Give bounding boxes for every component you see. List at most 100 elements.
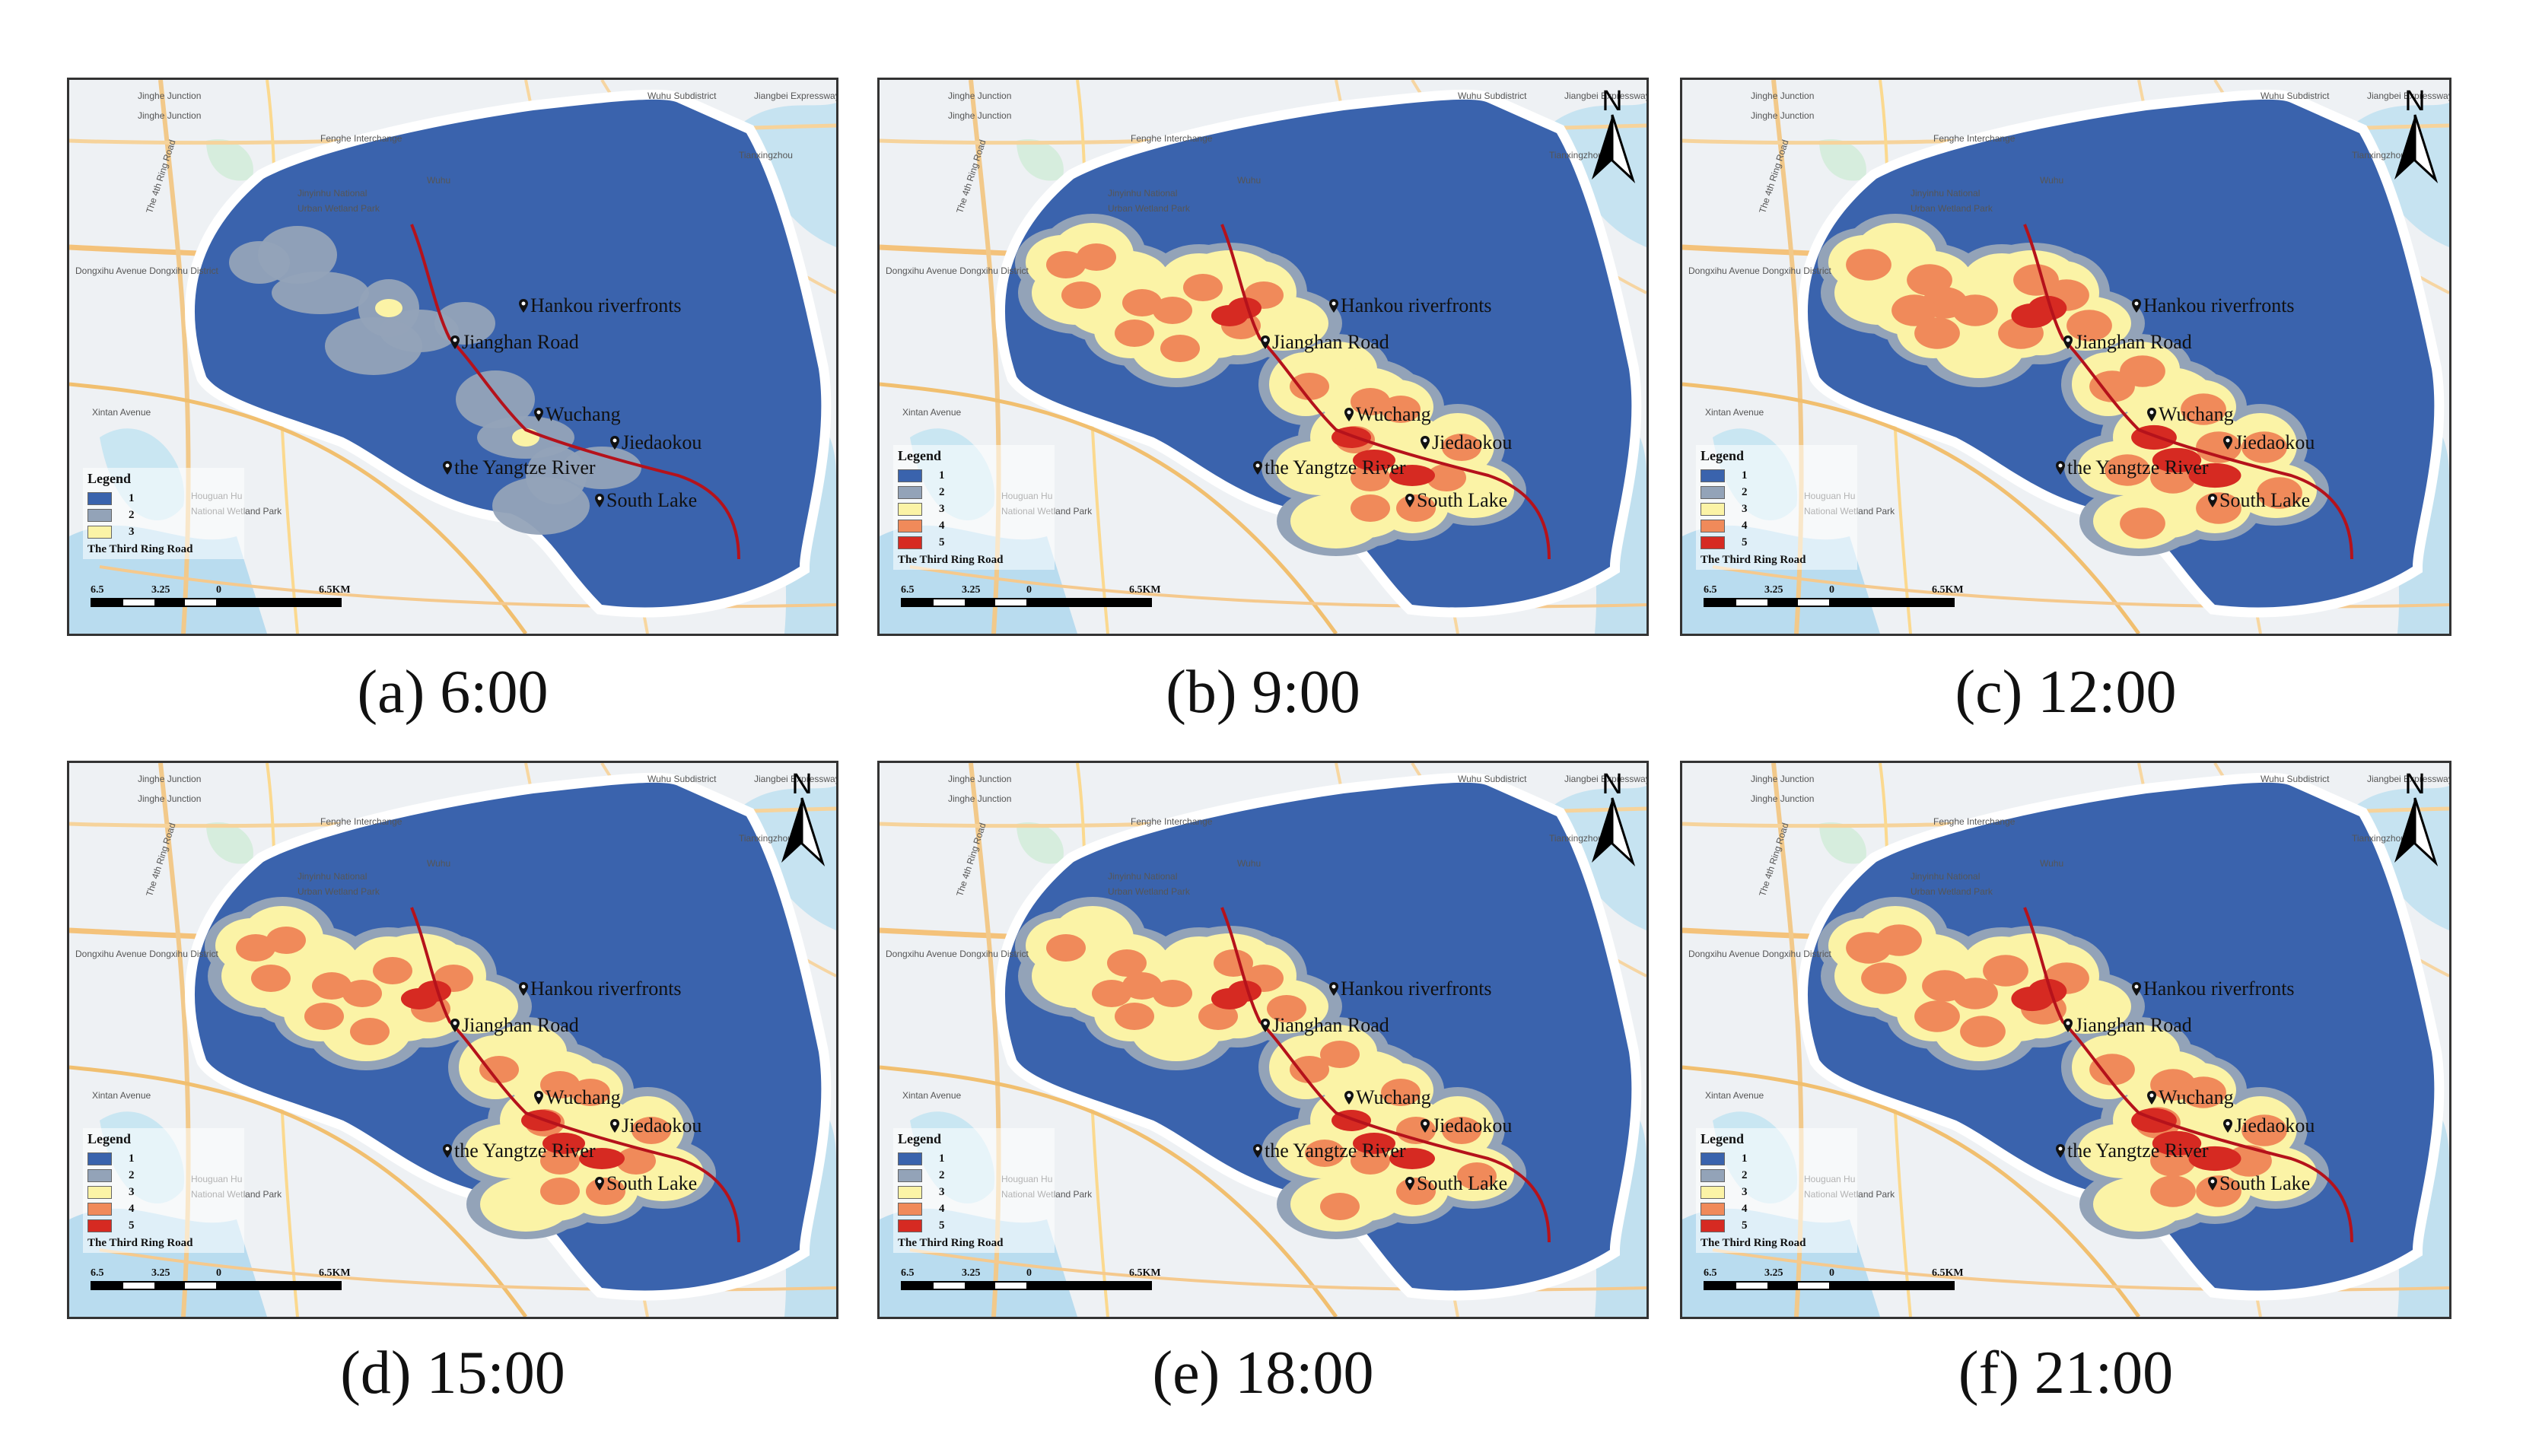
map-pin-icon	[2063, 1014, 2075, 1036]
scale-bar-graphic	[1704, 1281, 1955, 1290]
scale-bar-graphic	[91, 598, 342, 607]
scale-label: 3.25	[151, 1267, 170, 1279]
panel-caption: (d) 15:00	[340, 1340, 565, 1407]
map-frame: Jinghe Junction Jinghe Junction Fenghe Int…	[877, 78, 1649, 636]
basemap-label: Jinghe Junction	[1751, 91, 1815, 101]
basemap-label: Urban Wetland Park	[1108, 203, 1190, 214]
density-layer	[229, 226, 641, 535]
scale-label: 6.5KM	[1932, 1267, 1964, 1279]
basemap-label: Jinyinhu National	[297, 871, 367, 882]
poi-jiedaokou: Jiedaokou	[1420, 1114, 1512, 1137]
basemap-label: Fenghe Interchange	[1131, 816, 1213, 827]
poi-label: the Yangtze River	[454, 456, 596, 478]
legend-class-label: 5	[1742, 536, 1748, 548]
legend-item: 1	[87, 490, 240, 507]
third-ring-road-line	[1220, 907, 1551, 1243]
poi-label: Hankou riverfronts	[530, 294, 682, 316]
legend-swatch	[87, 508, 112, 522]
legend-class-label: 2	[129, 1168, 135, 1181]
legend-road-label: The Third Ring Road	[87, 1237, 193, 1249]
scale-bar: 6.5 3.25 0 6.5KM	[901, 1267, 1161, 1290]
basemap-label: Dongxihu Avenue Dongxihu District	[75, 265, 218, 276]
poi-label: Wuchang	[2159, 1086, 2234, 1108]
scale-label: 0	[216, 584, 221, 596]
poi-label: Jiedaokou	[1432, 431, 1513, 453]
scale-label: 6.5KM	[319, 1267, 351, 1279]
poi-label: South Lake	[1417, 489, 1508, 511]
legend-class-label: 4	[1742, 1202, 1748, 1215]
basemap-label: Jinghe Junction	[948, 110, 1012, 121]
scale-label: 6.5KM	[319, 584, 351, 596]
legend-class-label: 3	[129, 1185, 135, 1198]
legend-item: 2	[87, 1167, 240, 1184]
poi-jianghan: Jianghan Road	[450, 1014, 579, 1037]
basemap-label: Wuhu Subdistrict	[2261, 91, 2330, 101]
poi-southlake: South Lake	[1405, 489, 1507, 512]
poi-label: Hankou riverfronts	[2143, 978, 2295, 1000]
legend-swatch	[898, 1185, 922, 1199]
basemap-label: Dongxihu Avenue Dongxihu District	[1688, 265, 1831, 276]
poi-label: the Yangtze River	[2067, 456, 2209, 478]
map-pin-icon	[594, 1172, 606, 1194]
poi-label: South Lake	[2219, 489, 2311, 511]
map-pin-icon	[594, 489, 606, 511]
legend-item: 4	[898, 517, 1050, 534]
map-pin-icon	[1344, 403, 1356, 425]
scale-label: 6.5KM	[1129, 1267, 1161, 1279]
legend-swatch	[87, 1219, 112, 1232]
legend-class-label: 2	[1742, 1168, 1748, 1181]
legend-swatch	[1701, 1152, 1725, 1165]
legend-swatch	[898, 485, 922, 499]
legend-item: 1	[898, 467, 1050, 484]
scale-bar: 6.5 3.25 0 6.5KM	[1704, 1267, 1964, 1290]
legend-swatch	[87, 1168, 112, 1182]
poi-label: Wuchang	[546, 403, 621, 425]
legend-item: 4	[87, 1200, 240, 1217]
map-panel: Jinghe Junction Jinghe Junction Fenghe Int…	[67, 761, 838, 1319]
map-pin-icon	[2131, 294, 2143, 316]
basemap-label: Xintan Avenue	[902, 1090, 962, 1101]
basemap-label: Fenghe Interchange	[320, 133, 402, 144]
legend-class-label: 3	[129, 525, 135, 538]
map-pin-icon	[2222, 431, 2235, 453]
basemap-label: Fenghe Interchange	[1131, 133, 1213, 144]
map-pin-icon	[442, 456, 454, 478]
scale-label: 6.5	[901, 584, 915, 596]
scale-label: 6.5KM	[1129, 584, 1161, 596]
map-panel: Jinghe Junction Jinghe Junction Fenghe Int…	[1680, 761, 2451, 1319]
basemap-label: Jiangbei Expressway	[1564, 774, 1649, 784]
map-panel: Jinghe Junction Jinghe Junction Fenghe Int…	[877, 761, 1649, 1319]
map-pin-icon	[1260, 1014, 1272, 1036]
poi-label: the Yangtze River	[454, 1140, 596, 1162]
poi-jianghan: Jianghan Road	[1260, 1014, 1389, 1037]
legend-swatch	[898, 1152, 922, 1165]
legend-title: Legend	[87, 471, 132, 486]
north-arrow-icon: N	[2388, 768, 2442, 866]
basemap-label: Xintan Avenue	[902, 407, 962, 418]
legend-swatch	[898, 502, 922, 516]
basemap-label: Fenghe Interchange	[1933, 133, 2016, 144]
basemap-label: Tianxingzhou	[739, 833, 793, 844]
poi-hankou: Hankou riverfronts	[1328, 978, 1492, 1000]
poi-label: the Yangtze River	[1265, 456, 1406, 478]
map-pin-icon	[1405, 1172, 1417, 1194]
legend-class-label: 4	[129, 1202, 135, 1215]
poi-jianghan: Jianghan Road	[2063, 331, 2192, 354]
basemap-label: Tianxingzhou	[2352, 150, 2406, 161]
poi-southlake: South Lake	[2207, 1172, 2310, 1195]
legend: Legend 1 2 3 4 5 The Third Ring Road	[1696, 445, 1857, 570]
poi-label: Jianghan Road	[462, 331, 579, 353]
north-arrow-icon: N	[1586, 84, 1639, 183]
poi-wuchang: Wuchang	[2146, 1086, 2234, 1109]
poi-label: the Yangtze River	[2067, 1140, 2209, 1162]
poi-label: Jiedaokou	[2235, 431, 2315, 453]
legend-item: 3	[1701, 1184, 1853, 1200]
legend-item: 5	[1701, 1217, 1853, 1234]
legend-title: Legend	[898, 448, 942, 463]
legend-class-label: 1	[1742, 1152, 1748, 1165]
third-ring-road-line	[410, 907, 740, 1243]
legend-swatch	[1701, 1185, 1725, 1199]
heatmap-map	[69, 80, 836, 634]
basemap-label: Jinghe Junction	[948, 793, 1012, 804]
third-ring-road-line	[410, 224, 740, 560]
